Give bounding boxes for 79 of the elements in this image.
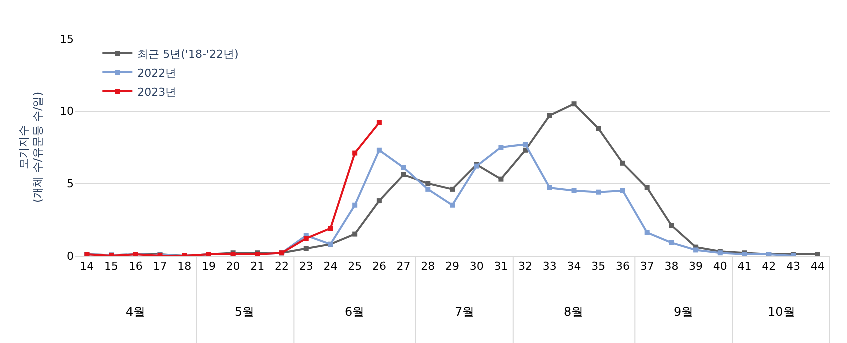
point [450,202,455,208]
y-tick-label: 5 [67,178,74,191]
point [620,160,626,166]
point [352,150,358,156]
x-tick-label: 21 [250,260,265,274]
point [596,126,602,132]
x-tick-label: 41 [738,260,752,274]
point [523,148,528,153]
point [644,230,650,236]
x-tick-label: 24 [324,260,338,274]
x-tick-label: 17 [153,260,168,274]
point [304,236,309,242]
x-tick-label: 30 [470,260,484,274]
text: 5월 [235,305,255,319]
text: 8월 [564,305,584,319]
y-tick-label: 0 [67,250,74,263]
x-tick-label: 38 [664,260,679,274]
x-tick-label: 27 [396,260,411,274]
x-tick-label: 14 [80,260,94,274]
legend-label: 최근 5년('18-'22년) [138,48,239,61]
x-tick-label: 33 [542,260,557,274]
point [572,188,577,194]
y-tick-label: 10 [60,105,74,118]
x-tick-label: 34 [567,260,582,274]
text: 10월 [768,305,796,319]
x-tick-label: 22 [275,260,290,274]
x-tick-label: 35 [592,260,606,274]
legend-label: 2022년 [138,66,177,80]
legend-label: 2023년 [138,86,177,99]
x-tick-label: 23 [299,260,314,274]
point [352,232,358,237]
point [401,165,406,170]
point [596,190,602,195]
x-tick-label: 19 [202,260,216,274]
y-axis-title: 모기지수 (개체 수/유문등 수/일) [17,92,45,203]
x-tick-label: 26 [372,260,386,274]
point [450,186,455,192]
point [401,172,406,178]
x-tick-label: 36 [616,260,630,274]
point [694,248,699,253]
text: 9월 [674,305,694,319]
point [620,188,626,194]
x-tick-label: 25 [348,260,362,274]
text: 7월 [455,305,475,319]
point [376,198,382,204]
point [669,223,674,228]
x-tick-label: 28 [421,260,436,274]
point [426,186,431,192]
text: 6월 [345,305,365,319]
point [304,246,309,252]
point [328,226,334,232]
x-tick-label: 42 [762,260,776,274]
point [547,186,552,191]
x-tick-label: 18 [178,260,192,274]
point [498,176,504,182]
x-tick-label: 37 [640,260,654,274]
x-tick-label: 16 [128,260,143,274]
x-tick-label: 31 [494,260,508,274]
point [815,252,820,256]
point [644,186,650,191]
x-tick-label: 44 [810,260,825,274]
y-tick-label: 15 [60,32,74,46]
point [352,202,358,208]
point [523,142,528,148]
x-tick-label: 43 [786,260,800,274]
x-tick-label: 39 [689,260,704,274]
text: 4월 [126,305,146,319]
point [498,145,504,150]
point [547,113,552,118]
x-tick-label: 20 [226,260,240,274]
point [572,102,577,107]
point [376,148,382,153]
x-tick-label: 29 [446,260,460,274]
point [669,240,674,246]
point [376,120,382,126]
x-tick-label: 40 [713,260,728,274]
x-tick-label: 32 [518,260,533,274]
x-tick-label: 15 [104,260,119,274]
point [426,181,431,186]
